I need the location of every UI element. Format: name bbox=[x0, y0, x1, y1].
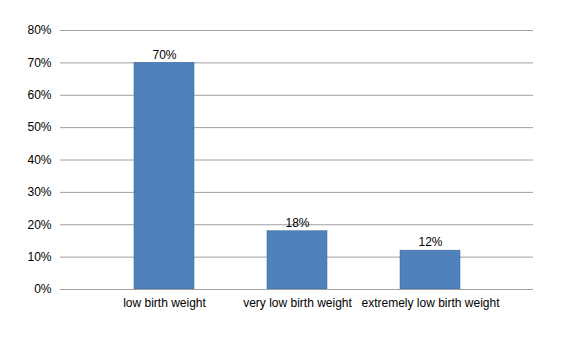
svg-text:60%: 60% bbox=[27, 88, 51, 102]
svg-text:low birth weight: low birth weight bbox=[123, 296, 206, 310]
svg-text:30%: 30% bbox=[27, 185, 51, 199]
svg-text:very low birth weight: very low birth weight bbox=[243, 296, 352, 310]
svg-text:12%: 12% bbox=[418, 235, 442, 249]
svg-text:20%: 20% bbox=[27, 218, 51, 232]
svg-text:18%: 18% bbox=[285, 216, 309, 230]
svg-text:10%: 10% bbox=[27, 250, 51, 264]
svg-text:extremely low birth weight: extremely low birth weight bbox=[361, 296, 500, 310]
svg-text:50%: 50% bbox=[27, 120, 51, 134]
svg-text:0%: 0% bbox=[34, 282, 52, 296]
svg-text:70%: 70% bbox=[152, 48, 176, 62]
svg-text:80%: 80% bbox=[27, 23, 51, 37]
svg-text:70%: 70% bbox=[27, 56, 51, 70]
svg-text:40%: 40% bbox=[27, 153, 51, 167]
